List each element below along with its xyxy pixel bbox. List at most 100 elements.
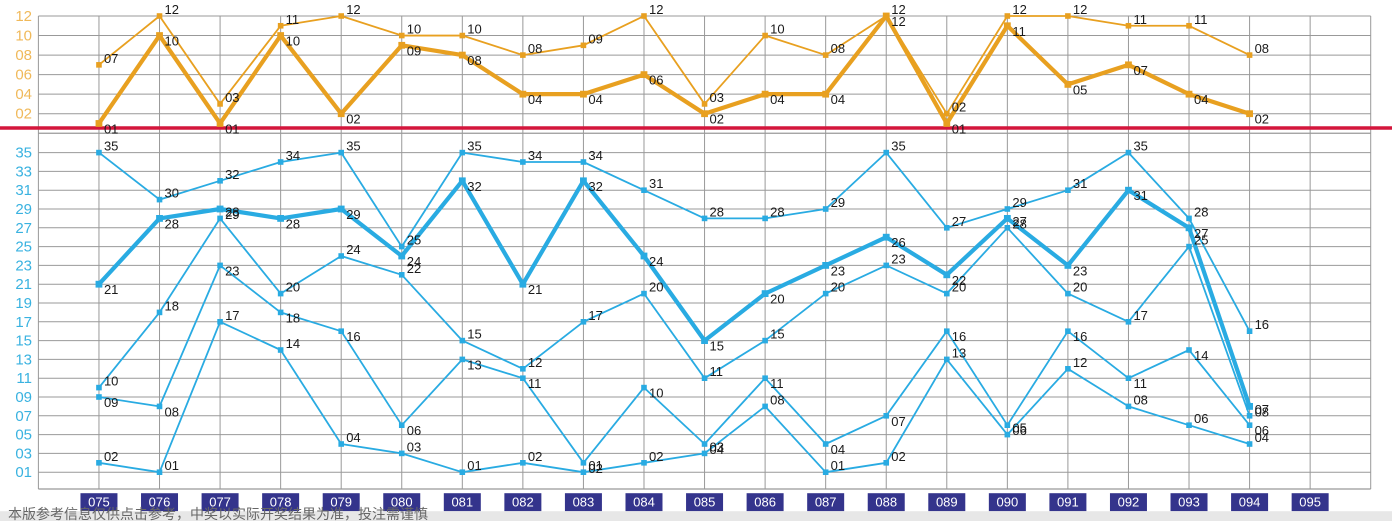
svg-text:091: 091 (1057, 495, 1079, 510)
svg-text:24: 24 (346, 242, 360, 257)
svg-text:02: 02 (15, 106, 32, 123)
svg-text:12: 12 (891, 14, 905, 29)
svg-text:12: 12 (346, 2, 360, 17)
svg-text:15: 15 (770, 327, 784, 342)
svg-text:29: 29 (15, 201, 32, 218)
svg-text:10: 10 (15, 28, 32, 45)
svg-text:28: 28 (1194, 204, 1208, 219)
svg-text:02: 02 (891, 449, 905, 464)
svg-text:02: 02 (952, 100, 966, 115)
svg-text:02: 02 (346, 112, 360, 127)
svg-text:084: 084 (633, 495, 655, 510)
svg-text:06: 06 (15, 67, 32, 84)
svg-text:30: 30 (165, 186, 179, 201)
svg-text:10: 10 (286, 34, 300, 49)
svg-text:13: 13 (467, 357, 481, 372)
svg-text:33: 33 (15, 163, 32, 180)
svg-text:14: 14 (286, 336, 300, 351)
svg-text:07: 07 (1255, 402, 1269, 417)
svg-text:12: 12 (1012, 2, 1026, 17)
svg-text:01: 01 (831, 458, 845, 473)
svg-text:07: 07 (1133, 63, 1147, 78)
svg-text:16: 16 (952, 329, 966, 344)
svg-text:19: 19 (15, 295, 32, 312)
svg-text:27: 27 (15, 220, 32, 237)
svg-text:094: 094 (1239, 495, 1261, 510)
svg-text:03: 03 (225, 90, 239, 105)
svg-text:09: 09 (407, 43, 421, 58)
svg-text:20: 20 (831, 280, 845, 295)
svg-text:31: 31 (1133, 188, 1147, 203)
svg-text:11: 11 (286, 12, 300, 27)
svg-text:07: 07 (104, 51, 118, 66)
svg-text:28: 28 (165, 216, 179, 231)
svg-text:10: 10 (467, 22, 481, 37)
svg-text:16: 16 (346, 329, 360, 344)
svg-text:02: 02 (104, 449, 118, 464)
svg-text:34: 34 (588, 148, 602, 163)
svg-text:06: 06 (649, 73, 663, 88)
svg-text:18: 18 (165, 298, 179, 313)
svg-text:04: 04 (346, 430, 360, 445)
svg-text:12: 12 (1073, 355, 1087, 370)
svg-text:21: 21 (104, 282, 118, 297)
svg-text:01: 01 (588, 458, 602, 473)
svg-text:23: 23 (891, 251, 905, 266)
svg-text:02: 02 (1255, 112, 1269, 127)
svg-text:23: 23 (15, 257, 32, 274)
svg-text:11: 11 (1133, 12, 1147, 27)
svg-text:08: 08 (1255, 41, 1269, 56)
svg-text:11: 11 (1194, 12, 1208, 27)
svg-text:35: 35 (1133, 139, 1147, 154)
svg-text:04: 04 (1255, 430, 1269, 445)
svg-text:20: 20 (1073, 280, 1087, 295)
svg-text:08: 08 (15, 47, 32, 64)
svg-text:03: 03 (407, 439, 421, 454)
svg-text:03: 03 (710, 90, 724, 105)
svg-text:10: 10 (770, 22, 784, 37)
svg-text:09: 09 (588, 31, 602, 46)
svg-text:10: 10 (649, 386, 663, 401)
svg-text:02: 02 (710, 112, 724, 127)
svg-text:28: 28 (710, 204, 724, 219)
svg-text:092: 092 (1118, 495, 1140, 510)
svg-text:29: 29 (346, 207, 360, 222)
svg-text:14: 14 (1194, 348, 1208, 363)
svg-text:08: 08 (831, 41, 845, 56)
svg-text:35: 35 (15, 145, 32, 162)
svg-text:05: 05 (1073, 82, 1087, 97)
svg-text:13: 13 (952, 345, 966, 360)
svg-text:21: 21 (528, 282, 542, 297)
svg-text:08: 08 (528, 41, 542, 56)
svg-text:23: 23 (225, 263, 239, 278)
svg-text:28: 28 (286, 216, 300, 231)
svg-text:093: 093 (1178, 495, 1200, 510)
svg-text:23: 23 (831, 263, 845, 278)
svg-text:08: 08 (165, 404, 179, 419)
svg-text:20: 20 (286, 280, 300, 295)
svg-text:26: 26 (891, 235, 905, 250)
svg-text:083: 083 (573, 495, 595, 510)
svg-text:02: 02 (528, 449, 542, 464)
svg-text:04: 04 (528, 92, 542, 107)
svg-text:04: 04 (831, 92, 845, 107)
svg-text:32: 32 (467, 179, 481, 194)
svg-text:12: 12 (15, 8, 32, 25)
svg-text:11: 11 (1133, 376, 1147, 391)
svg-text:34: 34 (528, 148, 542, 163)
svg-text:088: 088 (875, 495, 897, 510)
svg-text:16: 16 (1255, 317, 1269, 332)
svg-text:11: 11 (528, 376, 542, 391)
svg-text:28: 28 (225, 204, 239, 219)
svg-text:03: 03 (710, 439, 724, 454)
svg-text:06: 06 (407, 423, 421, 438)
svg-text:17: 17 (588, 308, 602, 323)
svg-text:21: 21 (15, 276, 32, 293)
svg-text:35: 35 (104, 139, 118, 154)
svg-text:17: 17 (1133, 308, 1147, 323)
svg-text:081: 081 (451, 495, 473, 510)
svg-text:20: 20 (770, 292, 784, 307)
svg-text:31: 31 (649, 176, 663, 191)
svg-text:17: 17 (15, 314, 32, 331)
svg-text:12: 12 (1073, 2, 1087, 17)
